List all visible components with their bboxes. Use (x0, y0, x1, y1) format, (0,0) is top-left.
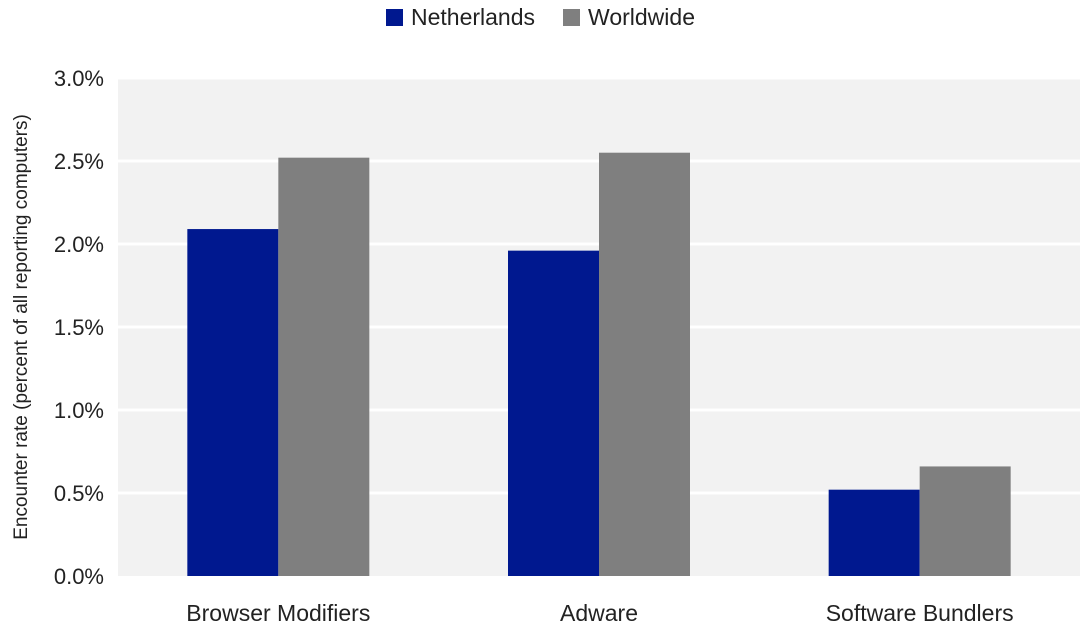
y-tick-label: 2.5% (54, 149, 104, 174)
x-axis-ticks: Browser Modifiers Adware Software Bundlers (186, 600, 1013, 626)
bar-netherlands-adware (508, 250, 599, 576)
x-tick-label: Adware (560, 600, 638, 626)
bar-worldwide-software-bundlers (919, 466, 1011, 576)
x-tick-label: Browser Modifiers (186, 600, 370, 626)
y-tick-label: 2.0% (54, 232, 104, 257)
x-tick-label: Software Bundlers (826, 600, 1014, 626)
y-tick-label: 3.0% (54, 66, 104, 91)
legend-label-worldwide: Worldwide (588, 4, 695, 30)
y-tick-label: 0.0% (54, 564, 104, 589)
bars (187, 152, 1011, 576)
y-axis-ticks: 0.0% 0.5% 1.0% 1.5% 2.0% 2.5% 3.0% (54, 66, 104, 589)
y-tick-label: 1.0% (54, 398, 104, 423)
bar-netherlands-software-bundlers (828, 489, 920, 576)
bar-netherlands-browser-modifiers (187, 229, 279, 576)
legend-label-netherlands: Netherlands (411, 4, 536, 30)
bar-worldwide-adware (599, 152, 690, 576)
legend: Netherlands Worldwide (0, 4, 1081, 31)
y-axis-label: Encounter rate (percent of all reporting… (11, 114, 32, 540)
y-tick-label: 1.5% (54, 315, 104, 340)
legend-item-worldwide: Worldwide (563, 4, 695, 31)
y-tick-label: 0.5% (54, 481, 104, 506)
bar-worldwide-browser-modifiers (278, 157, 370, 576)
legend-swatch-netherlands (386, 9, 403, 26)
legend-item-netherlands: Netherlands (386, 4, 535, 31)
legend-swatch-worldwide (563, 9, 581, 26)
